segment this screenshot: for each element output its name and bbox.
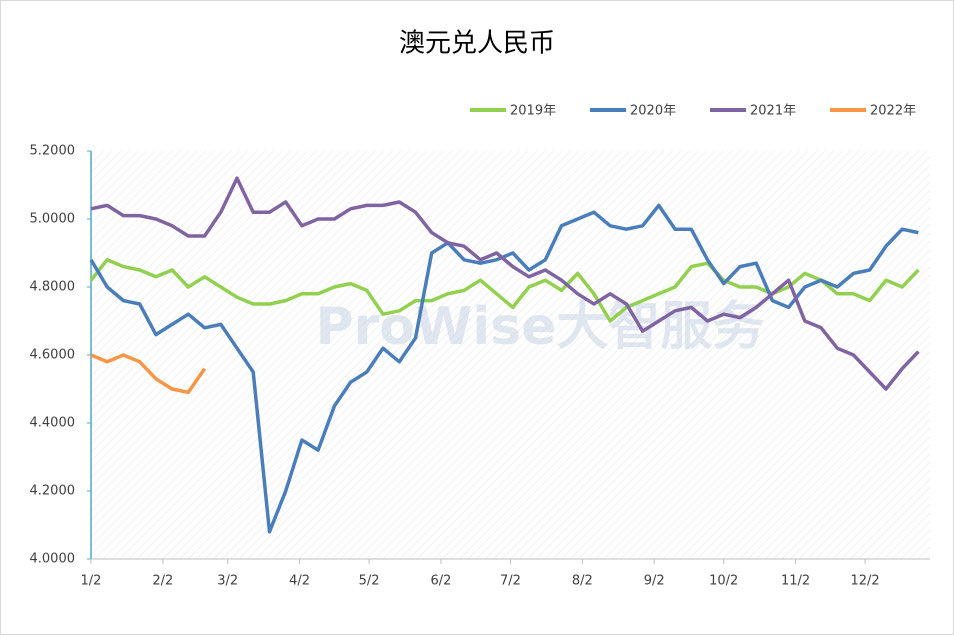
series-line: [90, 353, 207, 395]
x-tick-label: 7/2: [500, 574, 521, 589]
x-tick-label: 5/2: [359, 574, 380, 589]
legend-label: 2022年: [870, 104, 916, 119]
legend-label: 2020年: [630, 104, 676, 119]
x-tick-label: 6/2: [431, 574, 452, 589]
x-tick-label: 11/2: [781, 574, 810, 589]
legend-label: 2021年: [750, 104, 796, 119]
y-tick-label: 5.2000: [30, 144, 76, 159]
plot-area: [91, 151, 930, 559]
x-tick-label: 12/2: [851, 574, 880, 589]
y-tick-label: 4.4000: [30, 416, 76, 431]
y-tick-label: 4.2000: [30, 484, 76, 499]
x-tick-label: 10/2: [709, 574, 738, 589]
y-tick-label: 4.8000: [30, 280, 76, 295]
y-tick-label: 4.0000: [30, 552, 76, 567]
legend-label: 2019年: [510, 104, 556, 119]
series-line: [89, 258, 920, 323]
x-tick-label: 8/2: [572, 574, 593, 589]
y-tick-label: 5.0000: [30, 212, 76, 227]
x-tick-label: 9/2: [644, 574, 665, 589]
x-tick-label: 2/2: [152, 574, 173, 589]
x-tick-label: 3/2: [217, 574, 238, 589]
series-line: [89, 203, 919, 534]
series-line: [90, 176, 920, 391]
chart-title: 澳元兑人民币: [399, 29, 555, 59]
x-tick-label: 1/2: [81, 574, 102, 589]
x-tick-label: 4/2: [289, 574, 310, 589]
y-tick-label: 4.6000: [30, 348, 76, 363]
